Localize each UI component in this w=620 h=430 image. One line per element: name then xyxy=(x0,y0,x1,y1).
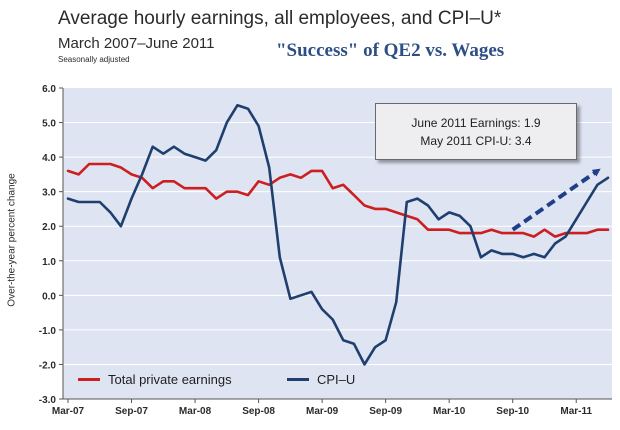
y-tick-label: -1.0 xyxy=(39,326,57,337)
legend-item-cpi: CPI–U xyxy=(287,372,355,387)
x-tick-label: Mar-10 xyxy=(433,406,466,417)
x-tick-label: Sep-10 xyxy=(496,406,529,417)
callout-line-earnings: June 2011 Earnings: 1.9 xyxy=(411,115,541,130)
x-tick-label: Mar-07 xyxy=(52,406,85,417)
x-tick-label: Sep-08 xyxy=(242,406,275,417)
y-tick-label: -3.0 xyxy=(39,395,57,406)
overlay-title: "Success" of QE2 vs. Wages xyxy=(276,40,505,61)
x-tick-label: Mar-08 xyxy=(179,406,212,417)
y-tick-label: 4.0 xyxy=(42,153,56,164)
y-axis-label: Over-the-year percent change xyxy=(6,173,18,307)
callout-box: June 2011 Earnings: 1.9 May 2011 CPI-U: … xyxy=(375,103,577,160)
x-tick-label: Sep-09 xyxy=(369,406,402,417)
chart-title: Average hourly earnings, all employees, … xyxy=(58,8,502,29)
y-tick-label: 6.0 xyxy=(42,84,56,95)
y-tick-label: 3.0 xyxy=(42,188,56,199)
legend-swatch-cpi xyxy=(287,378,309,381)
series-line-cpi xyxy=(66,104,610,366)
series-line-earnings xyxy=(66,162,610,238)
legend-label-earnings: Total private earnings xyxy=(108,372,232,387)
seasonal-note: Seasonally adjusted xyxy=(58,55,130,64)
x-tick-label: Mar-09 xyxy=(306,406,339,417)
legend-item-earnings: Total private earnings xyxy=(78,372,232,387)
callout-line-cpi: May 2011 CPI-U: 3.4 xyxy=(420,133,532,148)
legend-swatch-earnings xyxy=(78,378,100,381)
y-tick-label: 2.0 xyxy=(42,222,56,233)
y-tick-label: 0.0 xyxy=(42,291,56,302)
trend-arrow xyxy=(511,168,601,232)
x-tick-label: Sep-07 xyxy=(115,406,148,417)
y-tick-label: 5.0 xyxy=(42,119,56,130)
legend-label-cpi: CPI–U xyxy=(317,372,356,387)
x-tick-label: Mar-11 xyxy=(560,406,592,417)
y-tick-label: -2.0 xyxy=(39,360,57,371)
chart-subtitle: March 2007–June 2011 xyxy=(58,35,215,52)
y-tick-label: 1.0 xyxy=(42,257,56,268)
